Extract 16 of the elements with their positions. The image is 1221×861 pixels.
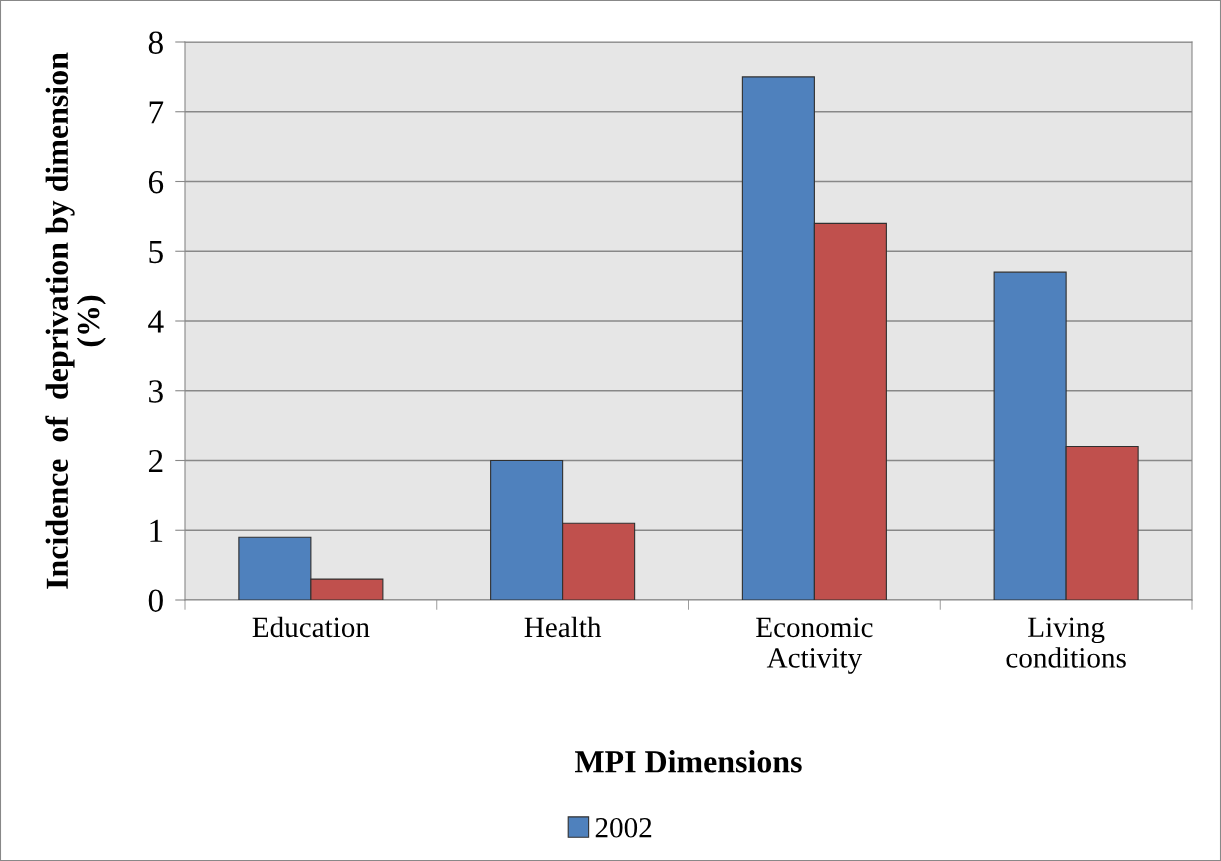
y-tick-label: 7 [149,101,164,124]
x-axis-title: MPI Dimensions [575,750,802,773]
x-tick-label: Economic Activity [756,617,873,674]
y-axis-title: Incidence of deprivation by dimension (%) [45,52,106,589]
y-tick-label: 0 [148,589,163,612]
y-tick-label: 4 [148,310,164,333]
x-tick-label: Education [252,616,370,638]
y-tick-label: 6 [148,170,164,194]
y-tick-label: 1 [150,519,163,542]
y-tick-label: 8 [148,31,163,54]
y-tick-label: 3 [149,380,163,403]
y-tick-label: 2 [148,449,163,473]
legend-label: 2002 [595,817,652,838]
y-tick-label: 5 [149,240,163,264]
x-tick-label: Health [524,616,602,638]
x-tick-label: Living conditions [1006,617,1126,668]
